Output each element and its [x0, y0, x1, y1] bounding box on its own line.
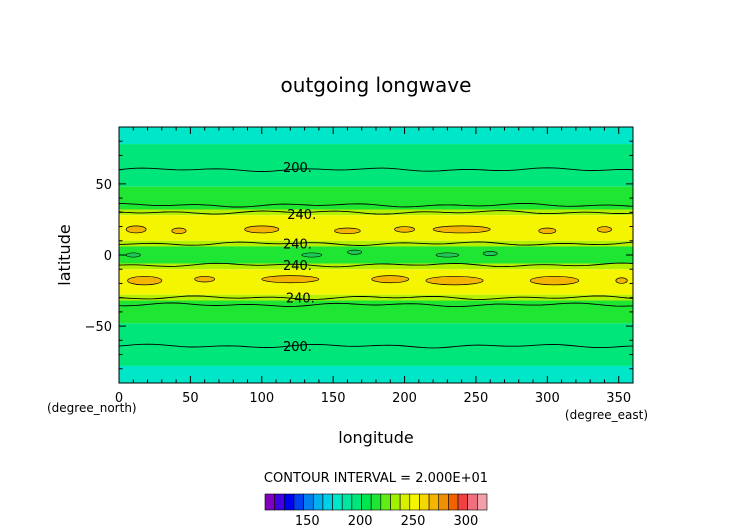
x-unit-label: (degree_east): [565, 408, 648, 422]
band-2: [119, 186, 633, 210]
contour-line-6: [118, 302, 634, 308]
colorbar-swatch-7: [332, 493, 343, 511]
x-tick-label-350: 350: [606, 391, 631, 406]
warm-patch-13: [529, 275, 580, 286]
x-tick-label-100: 100: [249, 391, 274, 406]
band-0: [119, 127, 633, 145]
contour-lines: [118, 167, 634, 349]
colorbar-swatch-12: [380, 493, 391, 511]
colorbar-swatch-3: [293, 493, 304, 511]
warm-patch-5: [432, 225, 491, 234]
contour-line-3: [118, 241, 634, 246]
colorbar-swatch-9: [351, 493, 362, 511]
warm-patch-6: [538, 227, 557, 235]
cool-patch-4: [125, 252, 141, 258]
warm-patch-11: [371, 275, 410, 284]
colorbar-swatch-16: [419, 493, 430, 511]
contour-labels: 200. 240. 240. 240. 240. 200.: [283, 161, 316, 355]
colorbar-label-300: 300: [453, 514, 478, 529]
colorbar-swatch-6: [322, 493, 333, 511]
y-tick-label--50: −50: [85, 320, 112, 335]
band-12: [119, 365, 633, 383]
x-axis-label: longitude: [338, 428, 413, 447]
x-axis: 0 50 100 150 200 250 300 350: [115, 127, 634, 406]
colorbar-swatch-5: [312, 493, 324, 511]
contour-line-1: [118, 202, 634, 208]
colorbar-label-250: 250: [401, 514, 426, 529]
contour-line-0: [118, 167, 634, 172]
colorbar-swatch-1: [274, 493, 285, 511]
x-tick-label-150: 150: [321, 391, 346, 406]
contour-label-3: 240.: [283, 259, 312, 274]
contour-label-2: 240.: [283, 238, 312, 253]
contour-label-0: 200.: [283, 161, 312, 176]
band-9: [119, 294, 633, 301]
x-tick-label-50: 50: [182, 391, 199, 406]
colorbar-swatch-8: [341, 493, 353, 511]
y-axis-label: latitude: [55, 224, 74, 285]
colorbar-swatch-19: [448, 493, 459, 511]
warm-patch-4: [394, 226, 415, 233]
colorbar-swatch-11: [370, 493, 382, 511]
colorbar-swatch-13: [390, 493, 401, 511]
band-4: [119, 215, 633, 241]
colorbar-swatch-21: [467, 493, 478, 511]
warm-patch-10: [261, 275, 320, 284]
warm-patch-9: [194, 275, 216, 283]
colorbar: 150 200 250 300: [264, 493, 488, 529]
colorbar-swatch-22: [477, 493, 488, 511]
warm-patch-2: [244, 225, 280, 234]
warm-patch-8: [127, 275, 163, 286]
colorbar-swatch-20: [457, 493, 468, 511]
y-tick-label-0: 0: [104, 249, 112, 264]
band-5: [119, 240, 633, 247]
x-tick-label-300: 300: [535, 391, 560, 406]
band-6: [119, 246, 633, 264]
contour-line-2: [118, 210, 634, 215]
warm-patch-1: [171, 227, 187, 235]
band-1: [119, 144, 633, 187]
y-unit-label: (degree_north): [47, 401, 137, 415]
contour-line-4: [118, 262, 634, 268]
cool-patch-0: [301, 252, 323, 258]
band-10: [119, 300, 633, 324]
x-tick-label-200: 200: [392, 391, 417, 406]
colorbar-swatch-14: [399, 493, 411, 511]
band-3: [119, 209, 633, 216]
contour-label-5: 200.: [283, 340, 312, 355]
colorbar-swatch-15: [409, 493, 420, 511]
colorbar-swatch-18: [438, 493, 449, 511]
chart-title: outgoing longwave: [281, 73, 472, 97]
band-7: [119, 263, 633, 270]
cool-patch-1: [347, 249, 363, 255]
colorbar-swatch-4: [303, 493, 314, 511]
warm-patch-14: [615, 277, 628, 284]
colorbar-swatch-10: [361, 493, 372, 511]
x-tick-label-250: 250: [464, 391, 489, 406]
warm-patch-0: [125, 225, 147, 234]
x-tick-label-0: 0: [115, 391, 123, 406]
colorbar-swatch-17: [428, 493, 440, 511]
colorbar-label-200: 200: [348, 514, 373, 529]
contour-label-1: 240.: [287, 208, 316, 223]
colorbar-swatch-2: [284, 493, 295, 511]
plot-area: [119, 127, 633, 383]
colorbar-label-150: 150: [295, 514, 320, 529]
warm-patch-12: [425, 275, 484, 286]
y-axis: −50 0 50: [85, 126, 633, 384]
warm-patch-3: [334, 227, 361, 235]
contour-label-4: 240.: [286, 292, 315, 307]
cool-patch-2: [435, 252, 460, 258]
contour-interval-text: CONTOUR INTERVAL = 2.000E+01: [264, 471, 488, 486]
cool-patch-3: [482, 251, 498, 257]
contour-line-5: [118, 295, 634, 300]
warm-patch-7: [596, 226, 612, 233]
y-tick-label-50: 50: [95, 178, 112, 193]
contour-line-7: [118, 343, 634, 349]
colorbar-swatch-0: [264, 493, 275, 511]
